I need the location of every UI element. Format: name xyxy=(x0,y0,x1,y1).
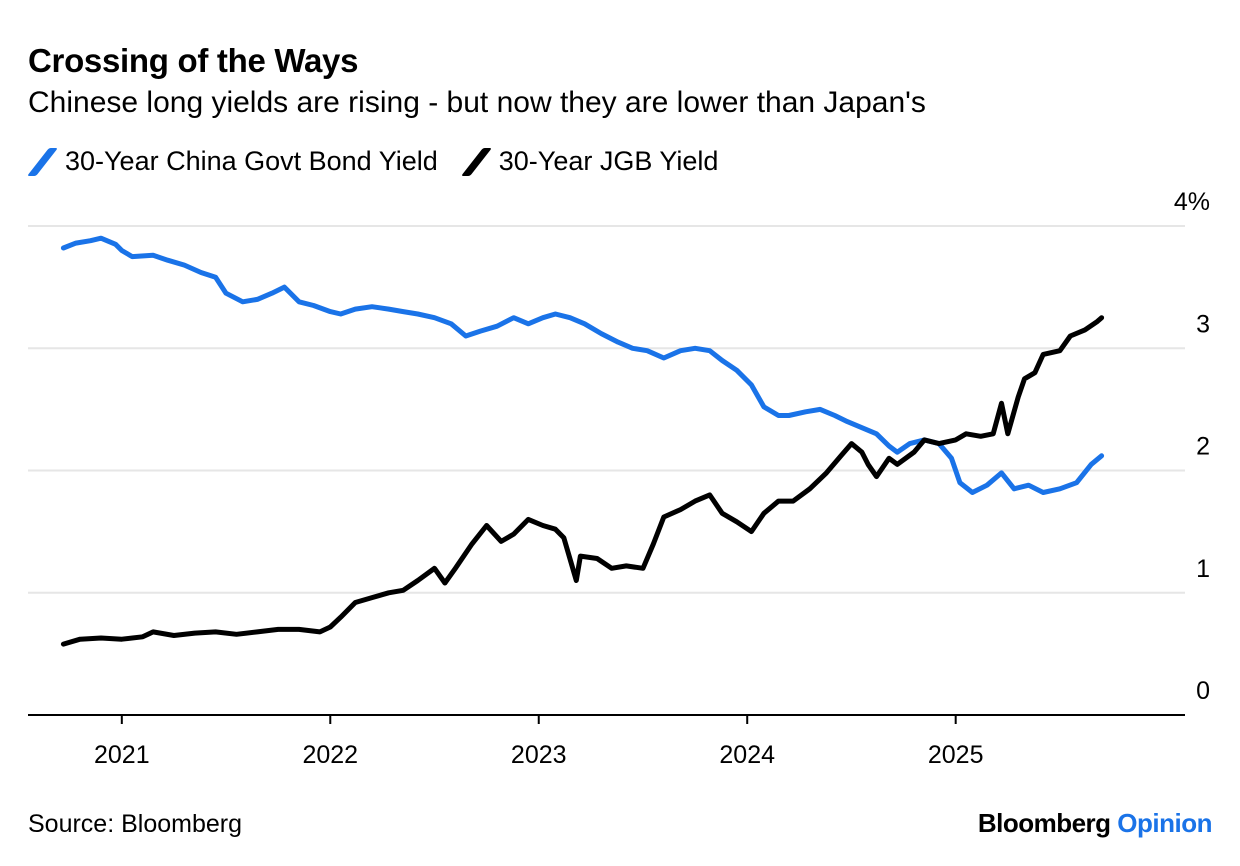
x-tick-label-2023: 2023 xyxy=(511,741,567,769)
series-line-china xyxy=(60,235,1105,495)
x-tick-label-2022: 2022 xyxy=(302,741,358,769)
brand-accent: Opinion xyxy=(1117,808,1212,838)
y-tick-label-2: 2 xyxy=(1196,433,1210,461)
x-tick-label-2024: 2024 xyxy=(719,741,775,769)
source-note: Source: Bloomberg xyxy=(28,810,243,838)
chart-title: Crossing of the Ways xyxy=(28,42,359,79)
y-tick-label-0: 0 xyxy=(1196,677,1210,705)
x-tick-label-2025: 2025 xyxy=(928,741,984,769)
y-tick-label-4: 4% xyxy=(1174,188,1210,216)
legend-item-jgb: 30-Year JGB Yield xyxy=(460,146,719,177)
y-tick-label-3: 3 xyxy=(1196,310,1210,338)
legend: 30-Year China Govt Bond Yield 30-Year JG… xyxy=(27,146,742,177)
chart-subtitle: Chinese long yields are rising - but now… xyxy=(28,86,926,119)
y-tick-label-1: 1 xyxy=(1196,555,1210,583)
brand-logo: Bloomberg Opinion xyxy=(977,808,1213,839)
brand-main: Bloomberg xyxy=(977,808,1111,838)
legend-label-china: 30-Year China Govt Bond Yield xyxy=(65,146,438,176)
series-line-jgb xyxy=(60,315,1105,647)
x-tick-label-2021: 2021 xyxy=(94,741,150,769)
legend-label-jgb: 30-Year JGB Yield xyxy=(498,146,719,176)
legend-item-china: 30-Year China Govt Bond Yield xyxy=(27,146,438,177)
